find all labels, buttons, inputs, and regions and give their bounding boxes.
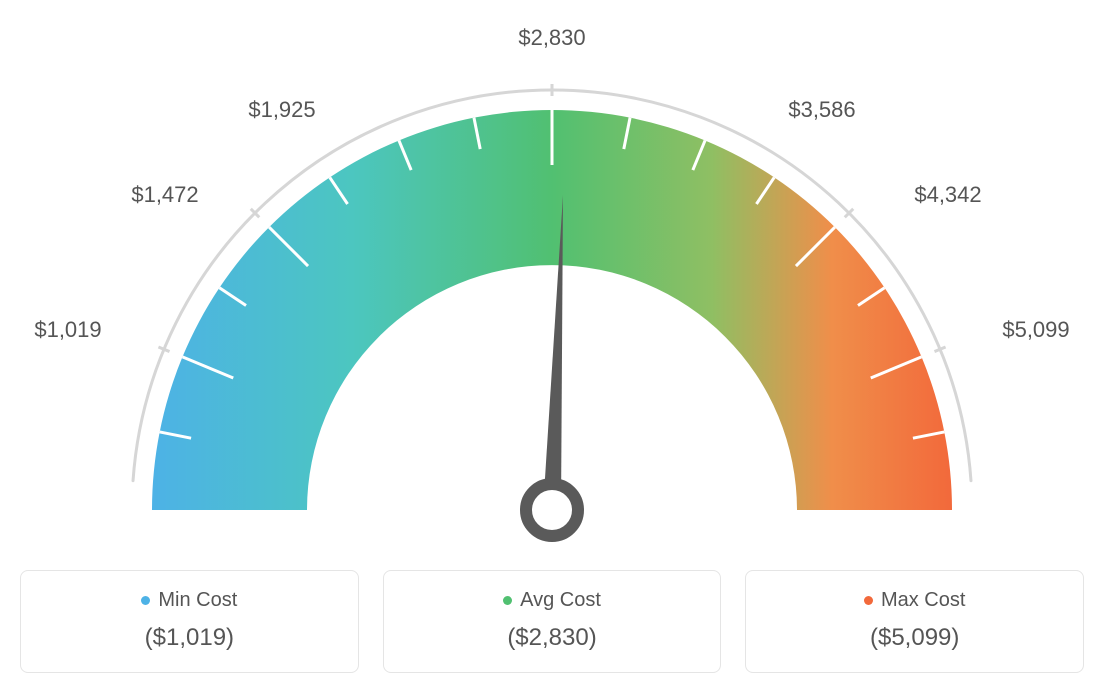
avg-cost-dot (503, 596, 512, 605)
chart-container: $1,019 $1,472 $1,925 $2,830 $3,586 $4,342 $5,0… (20, 20, 1084, 673)
min-cost-title: Min Cost (41, 589, 338, 612)
min-cost-value: ($1,019) (41, 624, 338, 652)
max-cost-dot (864, 596, 873, 605)
gauge-tick-label: $2,830 (518, 25, 585, 51)
max-cost-title: Max Cost (766, 589, 1063, 612)
gauge-tick-label: $1,019 (34, 317, 101, 343)
gauge-tick-label: $1,925 (248, 97, 315, 123)
gauge-tick-label: $5,099 (1002, 317, 1069, 343)
avg-cost-card: Avg Cost ($2,830) (383, 570, 722, 673)
min-cost-dot (141, 596, 150, 605)
min-cost-card: Min Cost ($1,019) (20, 570, 359, 673)
max-cost-card: Max Cost ($5,099) (745, 570, 1084, 673)
gauge-tick-label: $4,342 (914, 182, 981, 208)
avg-cost-title: Avg Cost (404, 589, 701, 612)
max-cost-label: Max Cost (881, 589, 965, 611)
min-cost-label: Min Cost (158, 589, 237, 611)
gauge-chart: $1,019 $1,472 $1,925 $2,830 $3,586 $4,342 $5,0… (20, 20, 1084, 560)
gauge-tick-label: $3,586 (788, 97, 855, 123)
avg-cost-label: Avg Cost (520, 589, 601, 611)
max-cost-value: ($5,099) (766, 624, 1063, 652)
gauge-svg (20, 20, 1084, 560)
avg-cost-value: ($2,830) (404, 624, 701, 652)
summary-cards: Min Cost ($1,019) Avg Cost ($2,830) Max … (20, 570, 1084, 673)
gauge-tick-label: $1,472 (131, 182, 198, 208)
